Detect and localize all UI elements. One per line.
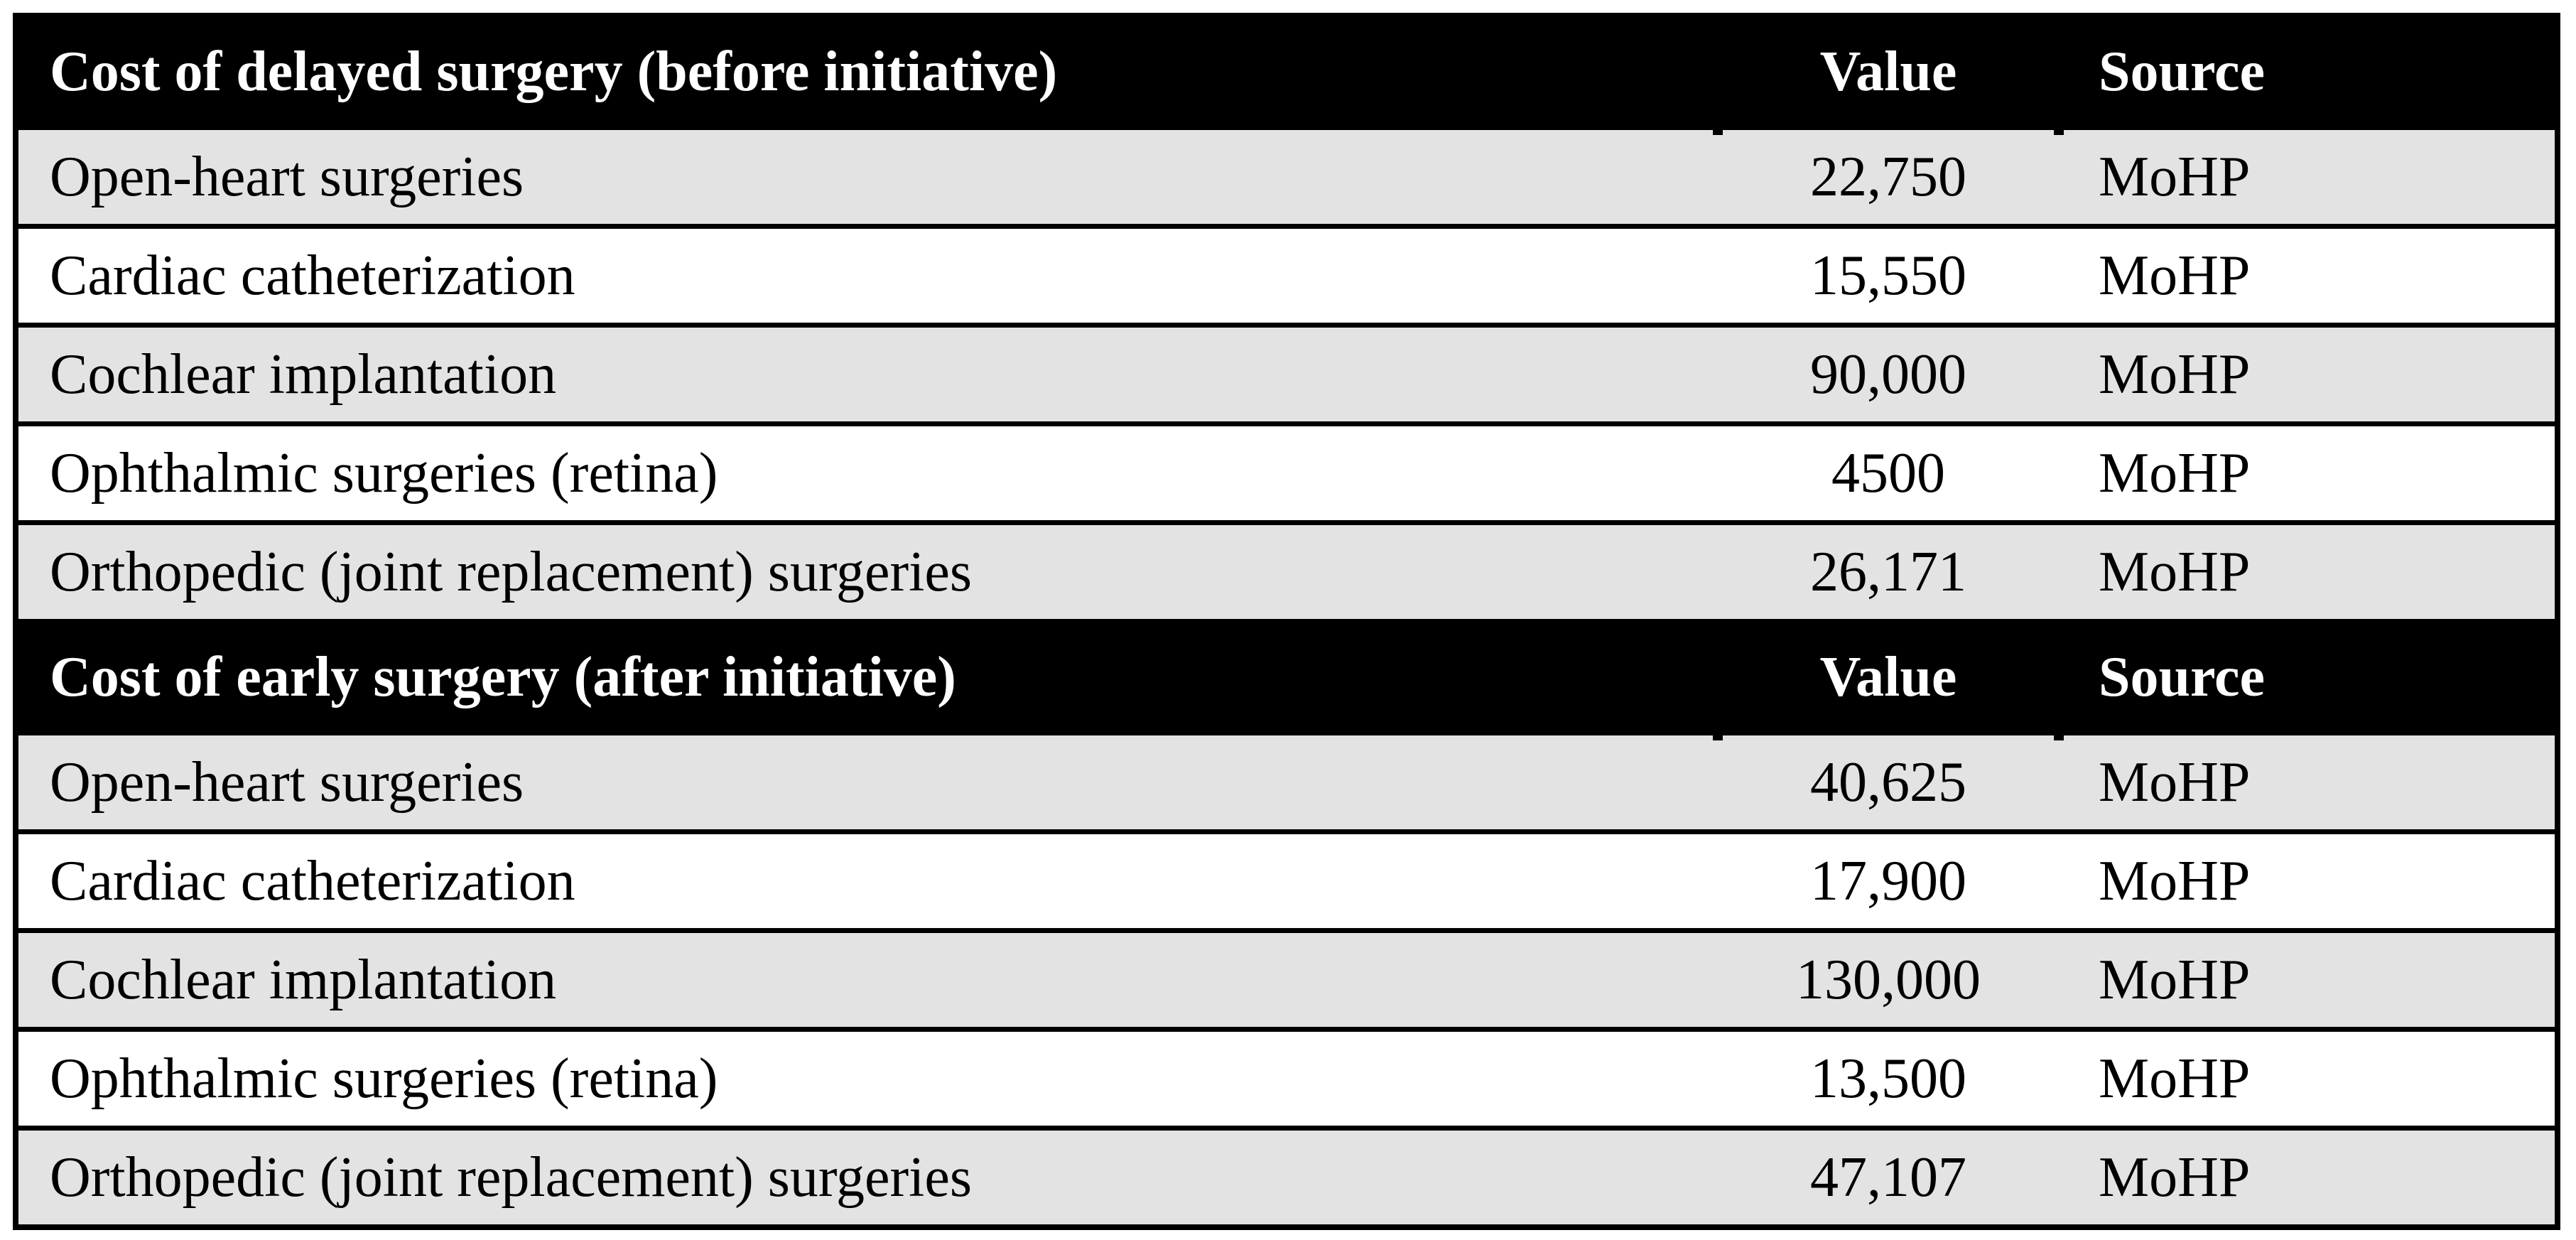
column-divider-tick bbox=[2054, 125, 2064, 135]
value-column-header: Value bbox=[1819, 645, 1957, 708]
table-row: Ophthalmic surgeries (retina) 4500 MoHP bbox=[18, 426, 2555, 520]
row-label: Cochlear implantation bbox=[50, 948, 557, 1011]
source-column-header: Source bbox=[2099, 645, 2266, 708]
section-title: Cost of early surgery (after initiative) bbox=[50, 645, 956, 708]
row-label: Orthopedic (joint replacement) surgeries bbox=[50, 540, 973, 603]
column-divider-tick bbox=[2054, 730, 2064, 740]
row-value: 26,171 bbox=[1810, 540, 1966, 603]
table-row: Orthopedic (joint replacement) surgeries… bbox=[18, 1131, 2555, 1224]
table-row: Cardiac catheterization 15,550 MoHP bbox=[18, 229, 2555, 323]
row-value: 22,750 bbox=[1810, 145, 1966, 208]
table-row: Cochlear implantation 130,000 MoHP bbox=[18, 933, 2555, 1027]
row-label: Ophthalmic surgeries (retina) bbox=[50, 441, 718, 505]
row-label: Orthopedic (joint replacement) surgeries bbox=[50, 1145, 973, 1209]
row-value: 47,107 bbox=[1810, 1145, 1966, 1209]
column-divider-tick bbox=[1713, 125, 1723, 135]
row-source: MoHP bbox=[2099, 750, 2251, 814]
section-header-before-initiative: Cost of delayed surgery (before initiati… bbox=[18, 18, 2555, 125]
row-label: Cardiac catheterization bbox=[50, 244, 575, 307]
row-source: MoHP bbox=[2099, 1145, 2251, 1209]
row-source: MoHP bbox=[2099, 540, 2251, 603]
row-value: 13,500 bbox=[1810, 1047, 1966, 1110]
table-row: Cardiac catheterization 17,900 MoHP bbox=[18, 834, 2555, 928]
source-column-header: Source bbox=[2099, 40, 2266, 103]
row-label: Cochlear implantation bbox=[50, 343, 557, 406]
row-label: Open-heart surgeries bbox=[50, 145, 524, 208]
column-divider-tick bbox=[1713, 730, 1723, 740]
section-title: Cost of delayed surgery (before initiati… bbox=[50, 40, 1058, 103]
cost-table: Cost of delayed surgery (before initiati… bbox=[13, 13, 2560, 1230]
row-source: MoHP bbox=[2099, 244, 2251, 307]
row-value: 90,000 bbox=[1810, 343, 1966, 406]
row-source: MoHP bbox=[2099, 343, 2251, 406]
row-label: Ophthalmic surgeries (retina) bbox=[50, 1047, 718, 1110]
row-source: MoHP bbox=[2099, 145, 2251, 208]
table-row: Cochlear implantation 90,000 MoHP bbox=[18, 328, 2555, 421]
row-value: 4500 bbox=[1831, 441, 1945, 505]
value-column-header: Value bbox=[1819, 40, 1957, 103]
row-source: MoHP bbox=[2099, 948, 2251, 1011]
row-value: 130,000 bbox=[1796, 948, 1981, 1011]
table-row: Open-heart surgeries 40,625 MoHP bbox=[18, 735, 2555, 829]
table-row: Orthopedic (joint replacement) surgeries… bbox=[18, 525, 2555, 619]
row-value: 40,625 bbox=[1810, 750, 1966, 814]
row-value: 17,900 bbox=[1810, 849, 1966, 912]
table-row: Open-heart surgeries 22,750 MoHP bbox=[18, 130, 2555, 224]
row-label: Open-heart surgeries bbox=[50, 750, 524, 814]
row-label: Cardiac catheterization bbox=[50, 849, 575, 912]
row-value: 15,550 bbox=[1810, 244, 1966, 307]
section-header-after-initiative: Cost of early surgery (after initiative)… bbox=[18, 624, 2555, 730]
row-source: MoHP bbox=[2099, 441, 2251, 505]
row-source: MoHP bbox=[2099, 849, 2251, 912]
row-source: MoHP bbox=[2099, 1047, 2251, 1110]
table-row: Ophthalmic surgeries (retina) 13,500 MoH… bbox=[18, 1032, 2555, 1126]
